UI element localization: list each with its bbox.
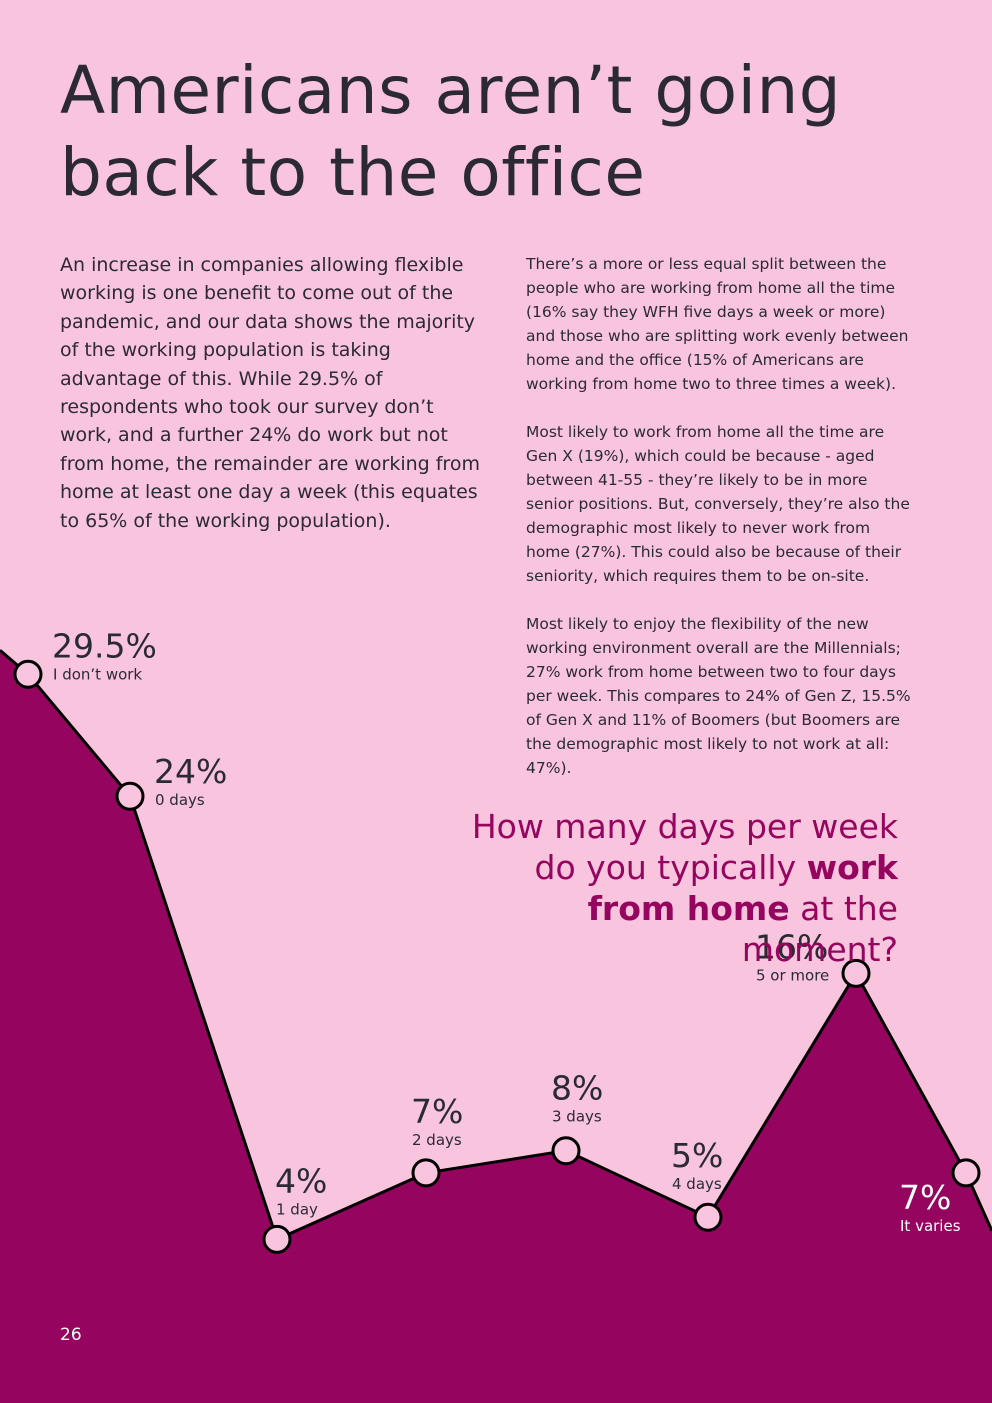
data-value-label: 7% [899,1178,951,1217]
body-paragraph-1: There’s a more or less equal split betwe… [526,255,909,393]
category-label: 0 days [155,791,205,809]
data-point-marker [951,1158,981,1188]
data-point-marker [551,1136,581,1166]
data-point-marker [841,958,871,988]
question-text-end: at the moment? [741,889,898,969]
page-number: 26 [60,1325,82,1345]
category-label: 4 days [672,1175,722,1193]
data-value-label: 24% [154,752,227,791]
data-point-marker [115,781,145,811]
data-value-label: 4% [275,1161,327,1200]
category-label: 3 days [552,1108,602,1126]
body-paragraph-3: Most likely to enjoy the flexibility of … [526,615,911,777]
data-value-label: 5% [671,1136,723,1175]
data-value-label: 16% [755,927,828,966]
category-label: 1 day [276,1200,318,1218]
body-column: There’s a more or less equal split betwe… [526,252,916,804]
body-paragraph-2: Most likely to work from home all the ti… [526,423,910,585]
data-point-marker [411,1158,441,1188]
chart-area-fill [0,650,992,1403]
category-label: It varies [900,1217,961,1235]
data-value-label: 8% [551,1069,603,1108]
data-value-label: 7% [411,1092,463,1131]
data-point-marker [693,1202,723,1232]
category-label: 5 or more [756,966,829,984]
chart-markers [13,659,981,1254]
question-text-emphasis: work from home [587,848,898,928]
data-point-marker [13,659,43,689]
chart-question-heading: How many days per week do you typically … [440,806,898,970]
question-text-start: How many days per week do you typically [471,807,898,887]
data-point-marker [262,1224,292,1254]
intro-paragraph: An increase in companies allowing flexib… [60,254,480,532]
category-label: I don’t work [53,665,142,683]
category-label: 2 days [412,1131,462,1149]
data-value-label: 29.5% [52,626,157,665]
chart-series-line [0,649,992,1242]
page-title: Americans aren’t going back to the offic… [60,52,842,211]
